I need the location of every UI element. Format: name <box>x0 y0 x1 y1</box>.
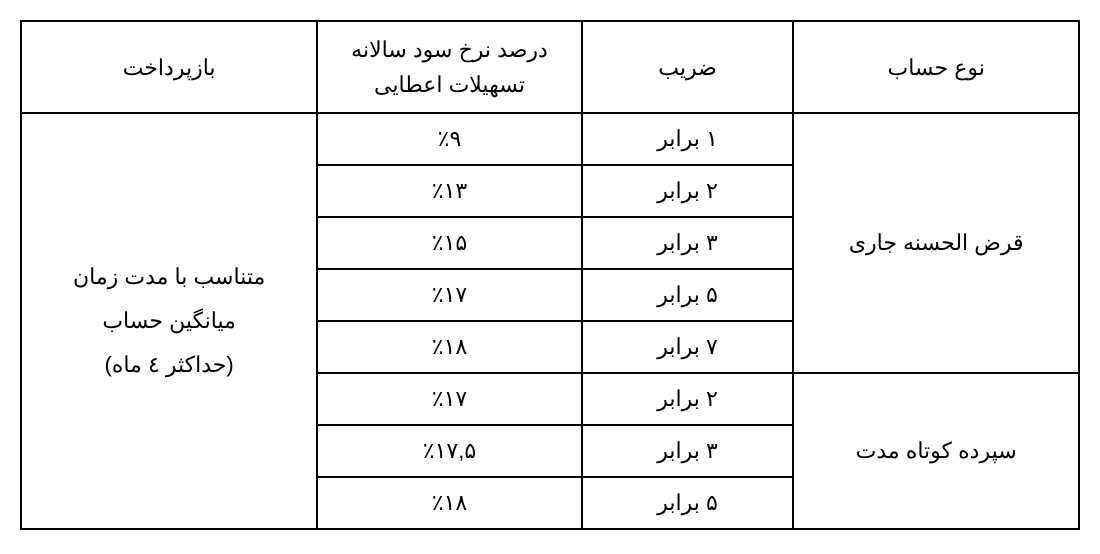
rate-cell: ٪۱۵ <box>317 217 582 269</box>
coef-cell: ۳ برابر <box>582 217 794 269</box>
coef-cell: ۲ برابر <box>582 165 794 217</box>
account-type-cell: قرض الحسنه جاری <box>793 113 1079 373</box>
coef-cell: ۱ برابر <box>582 113 794 165</box>
rate-cell: ٪۱۷ <box>317 269 582 321</box>
rate-cell: ٪۹ <box>317 113 582 165</box>
coef-cell: ۲ برابر <box>582 373 794 425</box>
repayment-cell: متناسب با مدت زمانمیانگین حساب(حداکثر ٤ … <box>21 113 317 529</box>
coef-cell: ۷ برابر <box>582 321 794 373</box>
header-coefficient: ضریب <box>582 21 794 113</box>
header-row: نوع حساب ضریب درصد نرخ سود سالانهتسهیلات… <box>21 21 1079 113</box>
coef-cell: ۵ برابر <box>582 477 794 529</box>
rate-cell: ٪۱۷,۵ <box>317 425 582 477</box>
coef-cell: ۵ برابر <box>582 269 794 321</box>
account-type-cell: سپرده کوتاه مدت <box>793 373 1079 529</box>
header-account-type: نوع حساب <box>793 21 1079 113</box>
rate-cell: ٪۱۳ <box>317 165 582 217</box>
header-repayment: بازپرداخت <box>21 21 317 113</box>
table-row: قرض الحسنه جاری ۱ برابر ٪۹ متناسب با مدت… <box>21 113 1079 165</box>
header-annual-rate: درصد نرخ سود سالانهتسهیلات اعطایی <box>317 21 582 113</box>
loan-rates-table: نوع حساب ضریب درصد نرخ سود سالانهتسهیلات… <box>20 20 1080 530</box>
coef-cell: ۳ برابر <box>582 425 794 477</box>
rate-cell: ٪۱۸ <box>317 477 582 529</box>
rate-cell: ٪۱۷ <box>317 373 582 425</box>
rate-cell: ٪۱۸ <box>317 321 582 373</box>
